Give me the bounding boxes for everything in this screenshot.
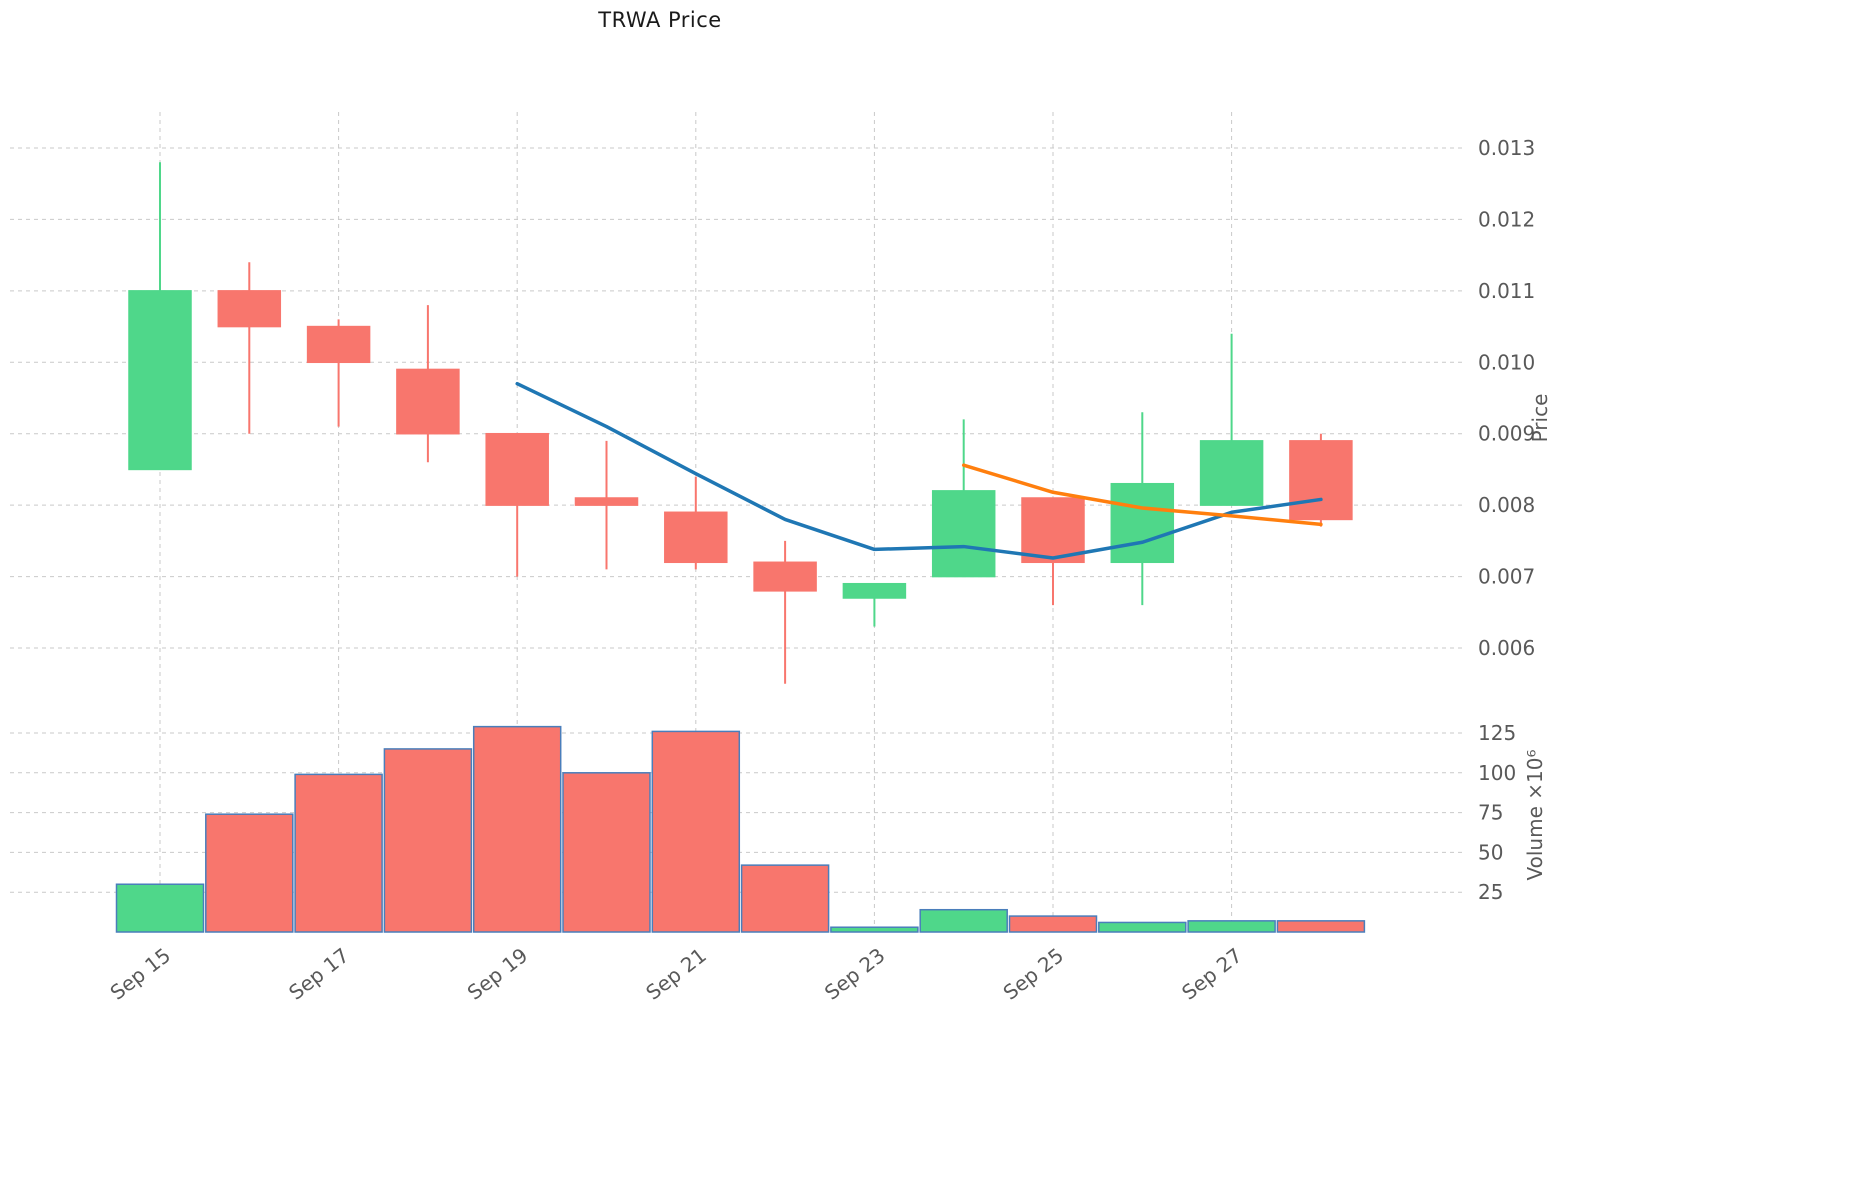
candle-body [1199,440,1264,506]
volume-bar [919,908,1008,933]
candle-body [1021,497,1085,564]
ma-line-MA5 [515,381,1323,560]
price-tick-label: 0.010 [1478,350,1535,374]
volume-bar [740,864,830,933]
candle-body [1110,482,1175,564]
x-tick-label: Sep 19 [463,943,533,1005]
candle-body [574,497,639,506]
volume-tick-label: 75 [1478,801,1503,825]
candle-body [1289,440,1353,521]
price-tick-label: 0.007 [1478,565,1535,589]
price-axis-label: Price [1528,394,1552,443]
volume-tick-label: 25 [1478,880,1503,904]
price-tick-label: 0.012 [1478,207,1535,231]
candle-body [396,368,460,435]
x-tick-label: Sep 17 [284,943,354,1005]
volume-bar [383,748,473,933]
candle-body [485,432,549,506]
volume-tick-label: 125 [1478,721,1516,745]
x-tick-label: Sep 21 [641,943,711,1005]
volume-bar [651,730,741,933]
candles [128,162,1353,684]
chart-title: TRWA Price [598,8,722,32]
volume-tick-label: 50 [1478,840,1503,864]
volume-bars [115,725,1366,933]
candle-body [931,490,996,578]
volume-bar [472,725,562,933]
candle-body [664,511,728,564]
volume-bar [562,772,651,933]
volume-bar [830,926,919,933]
volume-bar [115,883,205,933]
x-tick-label: Sep 15 [106,943,176,1005]
price-tick-label: 0.013 [1478,136,1535,160]
volume-bar [1187,920,1276,933]
price-tick-label: 0.008 [1478,493,1535,517]
volume-bar [1276,920,1366,933]
volume-axis-label: Volume ×10⁶ [1523,750,1547,881]
candle-body [306,325,371,364]
x-tick-label: Sep 27 [1177,943,1247,1005]
volume-bar [1098,921,1187,933]
price-tick-label: 0.006 [1478,636,1535,660]
price-tick-label: 0.011 [1478,279,1535,303]
candle-body [753,561,817,592]
volume-bar [205,813,294,933]
volume-bar [294,773,383,933]
grid [10,112,1462,932]
volume-tick-label: 100 [1478,761,1516,785]
price-tick-label: 0.009 [1478,422,1535,446]
candle-body [217,290,282,328]
x-tick-label: Sep 23 [820,943,890,1005]
volume-bar [1008,915,1098,933]
x-tick-label: Sep 25 [999,943,1069,1005]
candle-body [128,290,192,471]
candle-body [842,582,907,599]
ma-line-MA10 [961,463,1323,527]
